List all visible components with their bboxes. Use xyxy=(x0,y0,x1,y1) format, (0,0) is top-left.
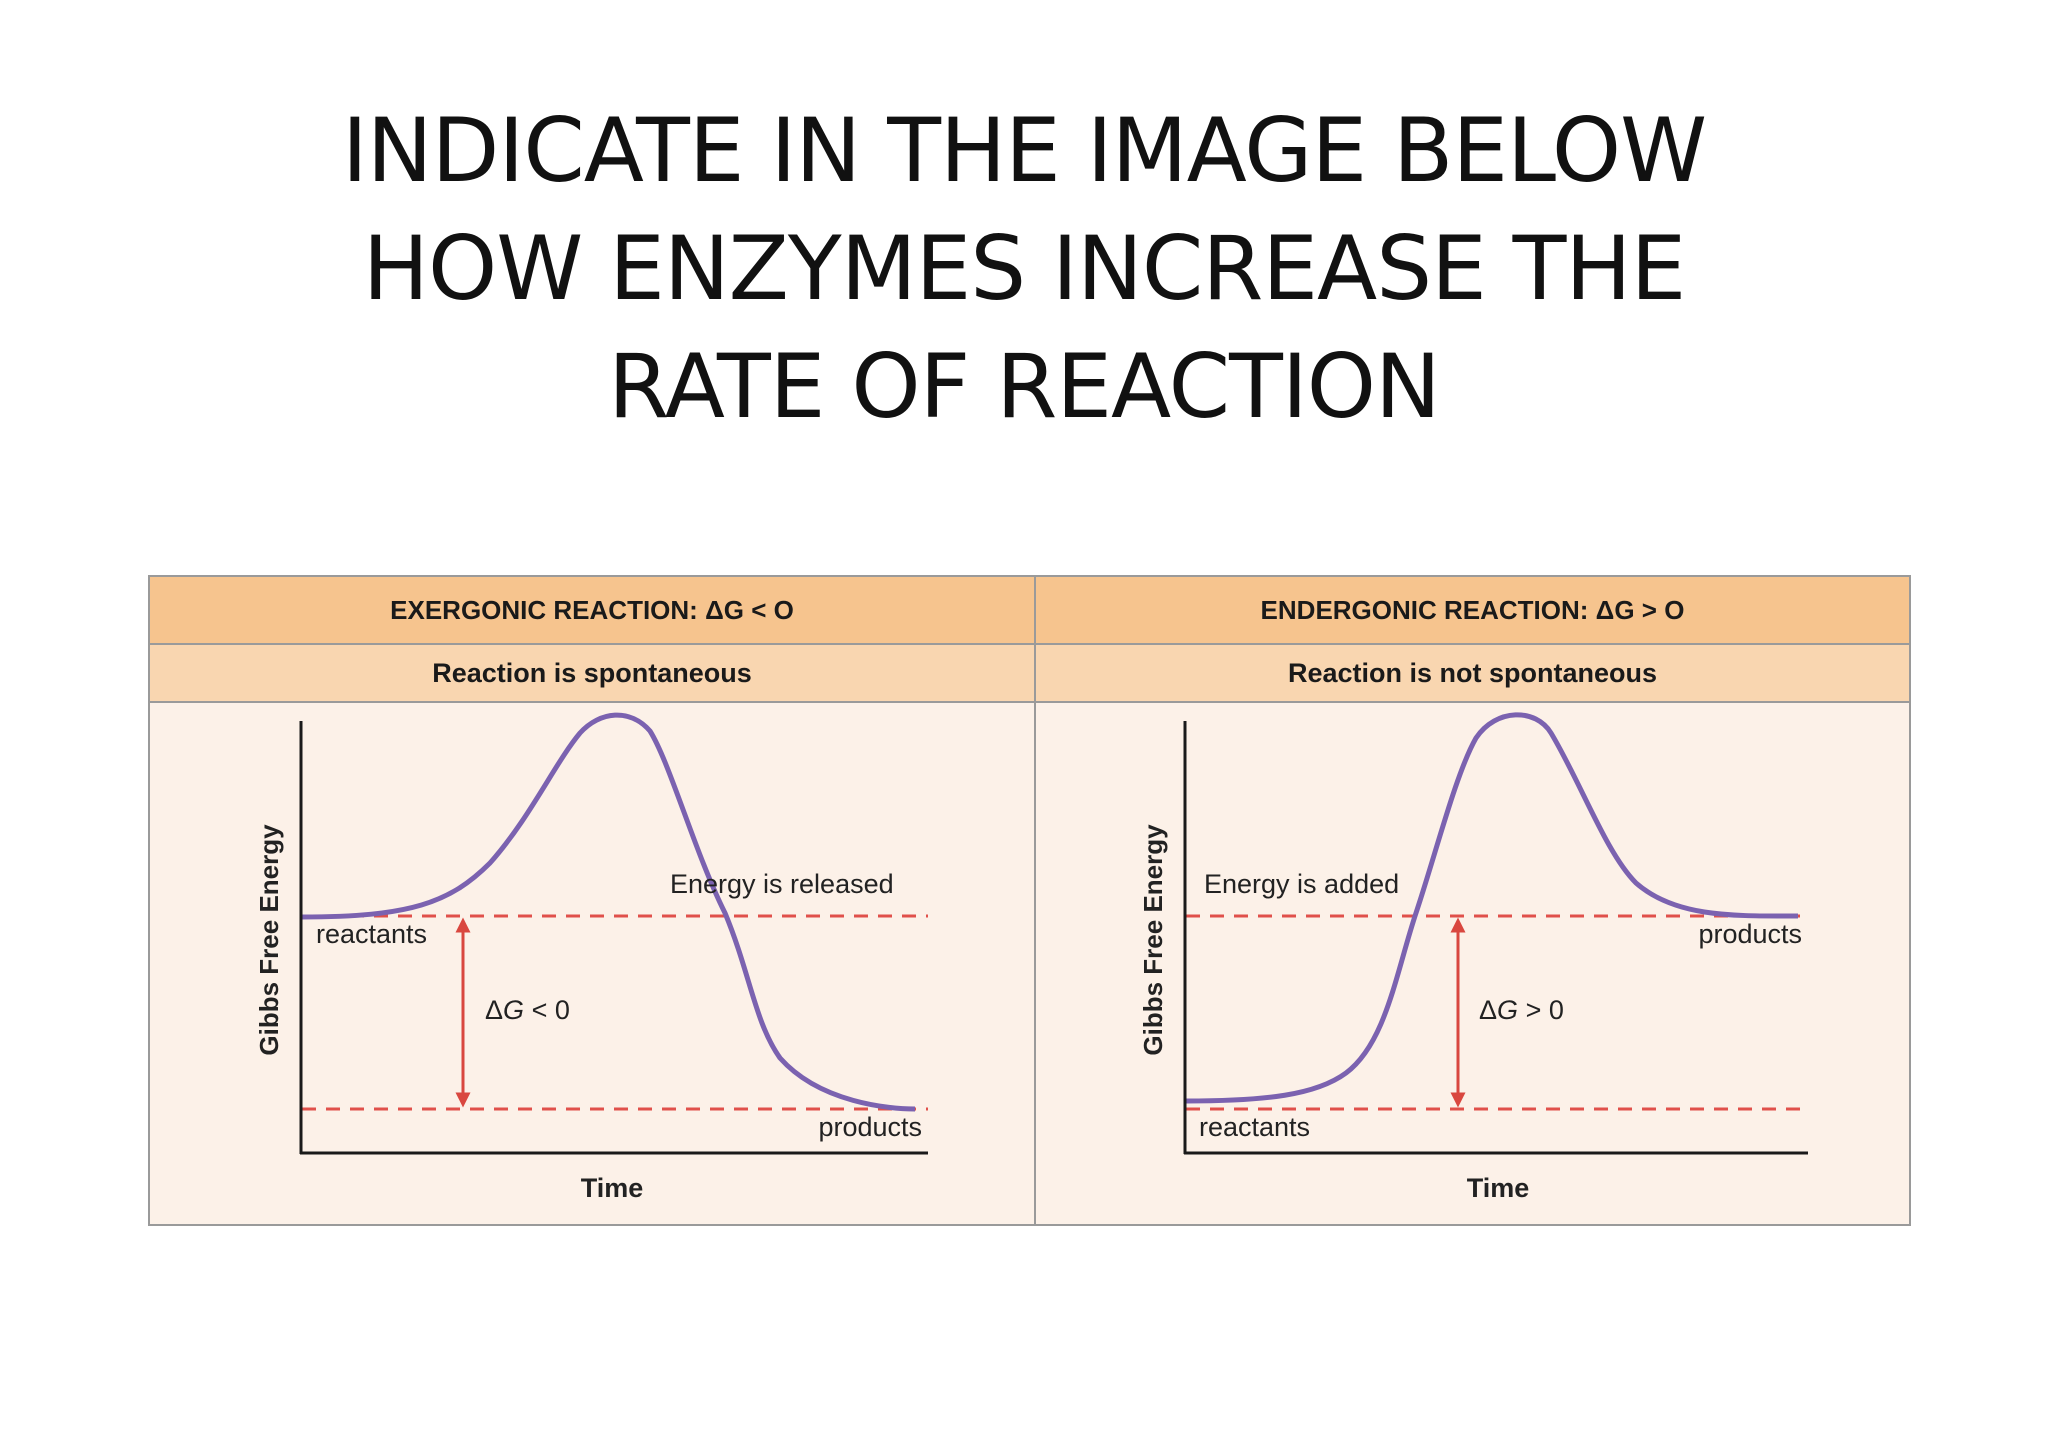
x-axis-label: Time xyxy=(1467,1173,1530,1203)
endergonic-header: ENDERGONIC REACTION: ΔG > O xyxy=(1036,577,1909,645)
reactants-label: reactants xyxy=(1199,1112,1310,1142)
exergonic-subheader: Reaction is spontaneous xyxy=(150,645,1034,703)
slide-title-line-2: HOW ENZYMES INCREASE THE xyxy=(362,217,1686,320)
exergonic-panel: EXERGONIC REACTION: ΔG < O Reaction is s… xyxy=(150,577,1036,1224)
endergonic-panel: ENDERGONIC REACTION: ΔG > O Reaction is … xyxy=(1036,577,1909,1224)
slide-title-line-3: RATE OF REACTION xyxy=(608,335,1441,438)
products-label: products xyxy=(818,1112,922,1142)
slide-title-line-1: INDICATE IN THE IMAGE BELOW xyxy=(341,99,1707,202)
energy-curve xyxy=(301,712,916,1112)
exergonic-header: EXERGONIC REACTION: ΔG < O xyxy=(150,577,1034,645)
energy-curve xyxy=(1185,712,1799,1104)
exergonic-plot: Energy is released reactants products ΔG… xyxy=(254,712,928,1203)
x-axis-label: Time xyxy=(581,1173,644,1203)
endergonic-plot: Energy is added products reactants ΔG > … xyxy=(1138,712,1808,1203)
slide-title: INDICATE IN THE IMAGE BELOW HOW ENZYMES … xyxy=(0,92,2048,446)
products-label: products xyxy=(1698,919,1802,949)
delta-g-label: ΔG > 0 xyxy=(1479,995,1564,1025)
y-axis-label: Gibbs Free Energy xyxy=(254,824,284,1056)
energy-released-label: Energy is released xyxy=(670,869,894,899)
delta-g-label: ΔG < 0 xyxy=(485,995,570,1025)
y-axis-label: Gibbs Free Energy xyxy=(1138,824,1168,1056)
energy-diagram-figure: EXERGONIC REACTION: ΔG < O Reaction is s… xyxy=(148,575,1911,1226)
energy-added-label: Energy is added xyxy=(1204,869,1399,899)
endergonic-subheader: Reaction is not spontaneous xyxy=(1036,645,1909,703)
reactants-label: reactants xyxy=(316,919,427,949)
